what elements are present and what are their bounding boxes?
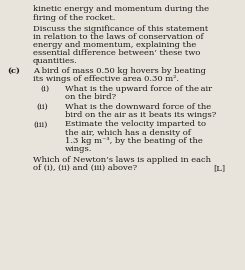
Text: quantities.: quantities.: [33, 57, 78, 65]
Text: (ii): (ii): [36, 103, 48, 111]
Text: A bird of mass 0.50 kg hovers by beating: A bird of mass 0.50 kg hovers by beating: [33, 67, 206, 75]
Text: energy and momentum, explaining the: energy and momentum, explaining the: [33, 41, 196, 49]
Text: Which of Newton’s laws is applied in each: Which of Newton’s laws is applied in eac…: [33, 156, 211, 164]
Text: bird on the air as it beats its wings?: bird on the air as it beats its wings?: [65, 111, 216, 119]
Text: essential difference between’ these two: essential difference between’ these two: [33, 49, 200, 57]
Text: What is the upward force of the air: What is the upward force of the air: [65, 85, 212, 93]
Text: What is the downward force of the: What is the downward force of the: [65, 103, 211, 111]
Text: (i): (i): [40, 85, 49, 93]
Text: (c): (c): [7, 67, 20, 75]
Text: Estimate the velocity imparted to: Estimate the velocity imparted to: [65, 120, 206, 129]
Text: Discuss the significance of this statement: Discuss the significance of this stateme…: [33, 25, 208, 33]
Text: on the bird?: on the bird?: [65, 93, 116, 101]
Text: of (i), (ii) and (iii) above?: of (i), (ii) and (iii) above?: [33, 164, 137, 172]
Text: (iii): (iii): [33, 120, 48, 129]
Text: its wings of effective area 0.30 m².: its wings of effective area 0.30 m².: [33, 75, 179, 83]
Text: in relation to the laws of conservation of: in relation to the laws of conservation …: [33, 33, 204, 41]
Text: kinetic energy and momentum during the: kinetic energy and momentum during the: [33, 5, 209, 14]
Text: firing of the rocket.: firing of the rocket.: [33, 14, 115, 22]
Text: 1.3 kg m⁻³, by the beating of the: 1.3 kg m⁻³, by the beating of the: [65, 137, 203, 145]
Text: the air, which has a density of: the air, which has a density of: [65, 129, 191, 137]
Text: [L]: [L]: [213, 164, 225, 172]
Text: wings.: wings.: [65, 145, 92, 153]
